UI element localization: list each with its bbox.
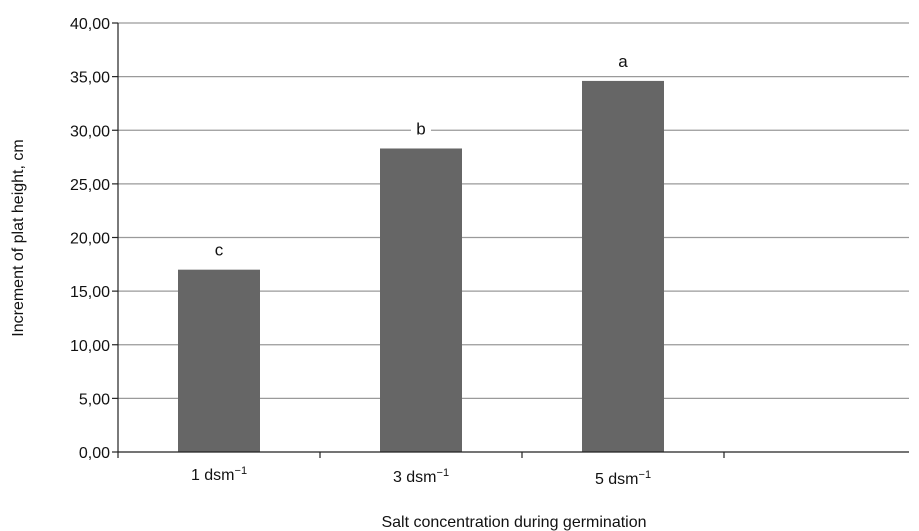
y-axis-title: Increment of plat height, cm <box>10 139 27 336</box>
bar-label: b <box>416 119 425 138</box>
bars <box>178 80 664 453</box>
bar-labels: c b a <box>209 49 633 261</box>
axes <box>117 23 909 453</box>
y-tick-label: 35,00 <box>70 70 110 87</box>
bar-label: a <box>618 52 628 71</box>
y-tick-label: 25,00 <box>70 177 110 194</box>
bar <box>178 269 260 452</box>
bar <box>582 80 664 452</box>
x-tick-label: 1 dsm−1 <box>191 465 247 484</box>
y-tick-label: 30,00 <box>70 123 110 140</box>
bar <box>380 148 462 453</box>
y-tick-label: 15,00 <box>70 284 110 301</box>
y-tick-label: 5,00 <box>79 391 110 408</box>
bar-label-background <box>613 49 633 72</box>
x-axis-title: Salt concentration during germination <box>381 514 646 531</box>
bar-label-background <box>209 238 229 261</box>
bar-label-background <box>411 117 431 140</box>
bar-label: c <box>215 241 224 260</box>
y-tick-label: 10,00 <box>70 338 110 355</box>
x-tick-label: 5 dsm−1 <box>595 469 651 488</box>
y-tick-labels: 0,00 5,00 10,00 15,00 20,00 25,00 30,00 35,00 40… <box>70 16 110 462</box>
x-tick-labels: 1 dsm−1 3 dsm−1 5 dsm−1 <box>191 465 651 488</box>
x-tick-label: 3 dsm−1 <box>393 467 449 486</box>
y-tick-label: 40,00 <box>70 16 110 33</box>
y-tick-label: 20,00 <box>70 231 110 248</box>
y-tick-label: 0,00 <box>79 445 110 462</box>
